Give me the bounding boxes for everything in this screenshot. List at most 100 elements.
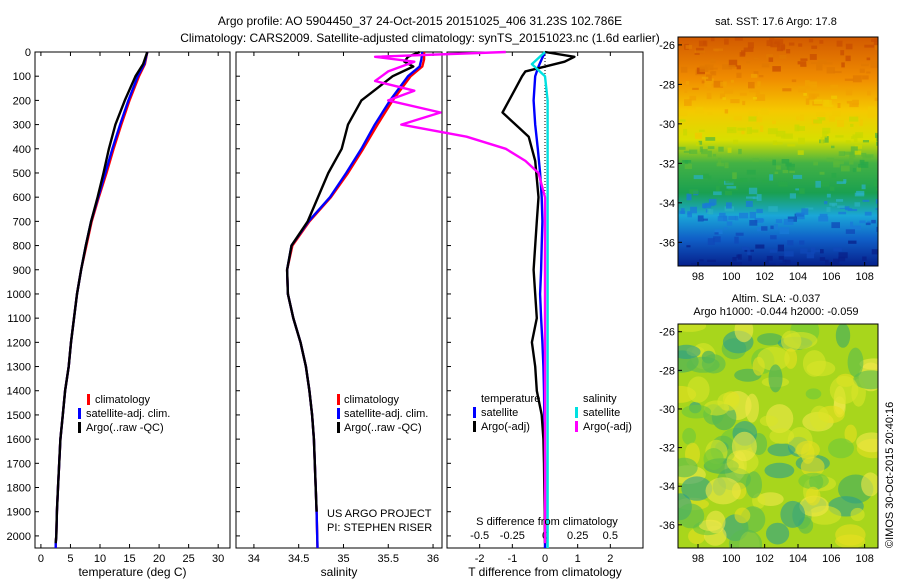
legend-label-argo: Argo(..raw -QC) xyxy=(344,422,422,434)
y-tick-label: 1700 xyxy=(7,458,31,470)
series-line-satellite xyxy=(530,51,549,548)
sst-texture-cell xyxy=(746,61,751,64)
sst-texture-cell xyxy=(803,93,807,96)
sst-texture-cell xyxy=(797,126,805,131)
sst-texture-cell xyxy=(747,42,754,49)
sst-texture-cell xyxy=(866,57,871,61)
sst-texture-cell xyxy=(715,185,720,192)
sst-texture-cell xyxy=(738,148,742,155)
sst-texture-cell xyxy=(762,179,769,183)
sst-texture-cell xyxy=(766,54,773,60)
sst-texture-cell xyxy=(818,216,829,222)
sst-texture-cell xyxy=(796,116,800,121)
sla-map-title: Altim. SLA: -0.037 xyxy=(732,293,821,305)
sst-texture-cell xyxy=(732,172,737,179)
sst-texture-cell xyxy=(717,216,727,222)
sst-texture-cell xyxy=(716,162,725,167)
sst-texture-cell xyxy=(761,63,770,68)
map-x-tick-label: 102 xyxy=(755,553,773,565)
map-y-tick-label: -34 xyxy=(659,198,675,210)
sst-texture-cell xyxy=(800,114,804,121)
figure-title-line-1: Argo profile: AO 5904450_37 24-Oct-2015 … xyxy=(218,14,622,28)
sst-texture-cell xyxy=(683,150,691,153)
sst-texture-cell xyxy=(810,247,816,254)
sst-texture-cell xyxy=(786,49,791,54)
sst-texture-cell xyxy=(748,81,755,89)
temperature-legend: climatology satellite-adj. clim. Argo(..… xyxy=(78,394,170,434)
sst-texture-cell xyxy=(854,192,865,197)
series-line-argo-raw-qc- xyxy=(285,50,421,512)
sst-texture-cell xyxy=(776,165,781,170)
sst-texture-cell xyxy=(726,221,733,226)
map-x-tick-label: 106 xyxy=(822,271,840,283)
sst-texture-cell xyxy=(689,189,699,195)
y-tick-label: 0 xyxy=(25,47,31,59)
y-tick-label: 2000 xyxy=(7,531,31,543)
sst-texture-cell xyxy=(819,213,828,217)
sst-texture-cell xyxy=(709,71,715,74)
sst-texture-cell xyxy=(755,244,765,249)
sst-texture-cell xyxy=(761,226,768,231)
sst-texture-cell xyxy=(770,235,777,240)
sst-texture-cell xyxy=(817,58,827,64)
sst-texture-cell xyxy=(811,45,818,49)
sst-texture-cell xyxy=(755,89,760,94)
y-tick-label: 1900 xyxy=(7,507,31,519)
legend-label-climatology: climatology xyxy=(95,394,151,406)
sst-texture-cell xyxy=(701,76,709,80)
sst-texture-cell xyxy=(681,264,691,266)
sst-texture-cell xyxy=(852,168,856,173)
sst-texture-cell xyxy=(867,90,872,96)
sst-texture-cell xyxy=(708,198,717,206)
sst-texture-cell xyxy=(871,38,878,42)
map-x-tick-label: 104 xyxy=(789,553,807,565)
sst-texture-cell xyxy=(707,238,715,245)
sst-texture-cell xyxy=(861,152,867,157)
sst-texture-cell xyxy=(849,103,859,108)
sst-texture-cell xyxy=(850,221,854,229)
sst-texture-cell xyxy=(775,142,783,145)
sst-texture-cell xyxy=(678,146,686,150)
sst-texture-cell xyxy=(815,180,821,188)
sst-texture-cell xyxy=(849,152,856,158)
sla-texture-blob xyxy=(682,427,696,445)
sst-texture-cell xyxy=(876,187,878,191)
sst-texture-cell xyxy=(809,54,817,60)
sst-texture-cell xyxy=(867,181,870,184)
sst-texture-cell xyxy=(791,79,797,83)
sst-texture-cell xyxy=(829,202,838,206)
sst-texture-cell xyxy=(754,218,765,222)
sla-texture-blob xyxy=(766,522,790,545)
legend-label-climatology: climatology xyxy=(344,394,400,406)
map-x-tick-label: 100 xyxy=(722,271,740,283)
sst-texture-cell xyxy=(816,63,823,71)
legend-label-temp-satellite: satellite xyxy=(481,407,518,419)
sla-texture-blob xyxy=(703,448,724,470)
sst-texture-cell xyxy=(845,140,851,144)
sst-texture-cell xyxy=(874,45,878,51)
top-x-tick-label: -0.25 xyxy=(500,530,525,542)
sst-texture-cell xyxy=(718,157,722,165)
sla-texture-blob xyxy=(828,438,854,459)
sla-map-axes: 98 100 102 104 106 108 -26 -28 -30 -32 -34 -36 xyxy=(659,323,879,565)
x-tick-label: -1 xyxy=(507,553,517,565)
sst-texture-cell xyxy=(683,128,688,136)
sst-texture-cell xyxy=(704,64,714,71)
sla-texture-blob xyxy=(681,404,712,419)
sst-texture-cell xyxy=(748,187,758,195)
sst-texture-cell xyxy=(770,225,774,230)
sst-texture-cell xyxy=(820,249,824,254)
sla-texture-blob xyxy=(798,472,829,490)
sst-texture-cell xyxy=(705,137,716,141)
sst-texture-cell xyxy=(765,158,773,162)
legend-label-satellite-adj: satellite-adj. clim. xyxy=(344,408,428,420)
sst-texture-cell xyxy=(786,163,795,171)
sst-texture-cell xyxy=(734,37,743,41)
map-x-tick-label: 98 xyxy=(692,271,704,283)
sst-texture-cell xyxy=(737,127,746,131)
sst-texture-cell xyxy=(873,179,878,187)
sst-texture-cell xyxy=(819,171,825,175)
sla-texture-blob xyxy=(681,476,713,501)
sla-map-panel: Altim. SLA: -0.037 Argo h1000: -0.044 h2… xyxy=(659,293,879,565)
map-x-tick-label: 108 xyxy=(855,271,873,283)
